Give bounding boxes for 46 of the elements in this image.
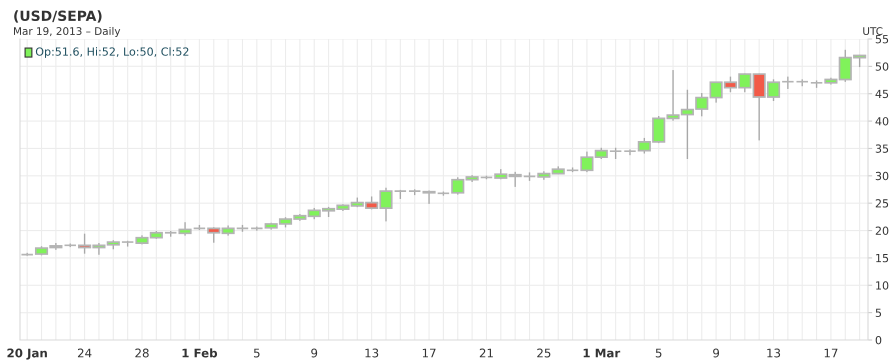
candlestick: [408, 189, 422, 196]
candlestick: [609, 148, 622, 159]
x-tick-label: 17: [422, 348, 436, 358]
text: UTC: [863, 27, 882, 36]
candlestick: [64, 244, 77, 248]
y-tick-label: 20: [876, 226, 888, 235]
candlestick: [810, 80, 824, 88]
x-tick-label: 1 Feb: [182, 348, 218, 358]
candlestick: [422, 190, 436, 204]
candlestick: [566, 167, 580, 172]
x-tick-label: 1 Mar: [584, 348, 620, 358]
candlestick: [796, 79, 809, 86]
candlestick: [781, 76, 794, 89]
x-tick-label: 24: [78, 348, 92, 358]
y-tick-label: 0: [876, 336, 882, 344]
y-tick-label: 15: [876, 254, 888, 262]
x-tick-label: 13: [767, 348, 780, 358]
candlestick: [192, 224, 206, 230]
y-tick-label: 40: [875, 117, 888, 126]
y-tick-label: 5: [876, 308, 882, 318]
candlestick: [20, 252, 34, 256]
x-tick-label: 9: [311, 348, 318, 358]
candlestick: [436, 192, 450, 196]
y-tick-label: 35: [876, 144, 888, 153]
x-tick-label: 21: [480, 348, 493, 358]
x-tick-label: 5: [656, 348, 662, 358]
annotation: Op:51.6, Hi:52, Lo:50, Cl:52: [36, 47, 188, 58]
x-tick-label: 20 Jan: [7, 348, 47, 360]
candlestick: [394, 190, 407, 199]
y-tick-label: 55: [876, 35, 888, 44]
y-tick-label: 45: [875, 90, 888, 98]
candlestick: [178, 222, 192, 236]
y-tick-label: 25: [876, 199, 888, 208]
x-tick-label: 17: [824, 348, 838, 358]
chart-title: (USD/SEPA): [14, 10, 102, 23]
candlestick: [250, 226, 264, 231]
x-tick-label: 28: [135, 348, 149, 358]
x-tick-label: 13: [365, 348, 378, 358]
y-tick-label: 50: [876, 62, 888, 71]
x-tick-label: 25: [537, 348, 550, 358]
candlestick: [164, 230, 178, 237]
x-tick-label: 5: [254, 348, 260, 358]
y-tick-label: 30: [876, 172, 888, 180]
y-tick-label: 10: [876, 281, 888, 290]
chart-subtitle: Mar 19, 2013 – Daily: [14, 26, 120, 38]
x-tick-label: 9: [713, 348, 720, 358]
